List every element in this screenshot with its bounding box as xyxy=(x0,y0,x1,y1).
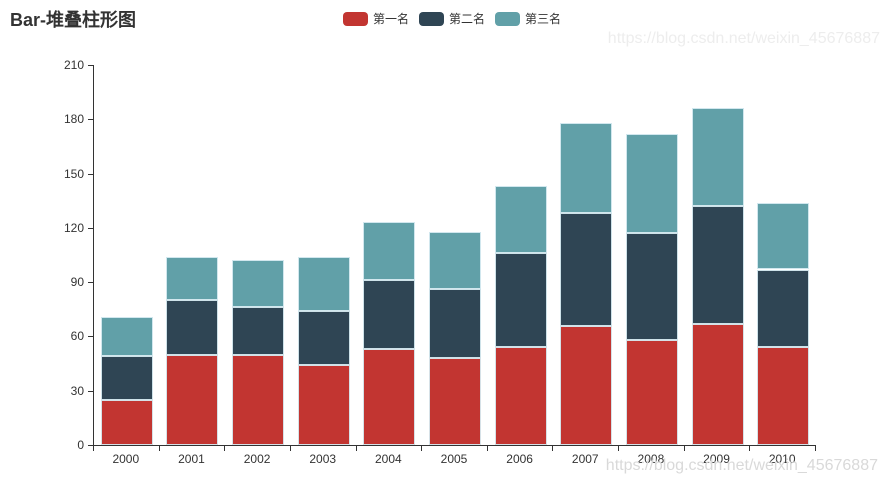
y-axis-tick-label: 30 xyxy=(70,383,84,398)
x-axis-tick-mark xyxy=(158,446,160,451)
bar-2000 xyxy=(100,65,153,445)
bar-segment-第三名-2007[interactable] xyxy=(560,122,613,214)
x-axis-tick-label: 2003 xyxy=(309,452,337,466)
x-axis-tick-mark xyxy=(486,446,488,451)
bar-segment-第二名-2007[interactable] xyxy=(560,213,613,326)
bar-segment-第三名-2009[interactable] xyxy=(691,108,744,207)
bar-2007 xyxy=(560,65,613,445)
legend-label: 第二名 xyxy=(449,12,486,26)
watermark-top: https://blog.csdn.net/weixin_45676887 xyxy=(607,30,880,47)
bar-2008 xyxy=(625,65,678,445)
x-axis-tick-label: 2009 xyxy=(703,452,730,466)
y-axis-tick-mark xyxy=(88,227,93,229)
legend-marker-icon xyxy=(495,11,521,26)
x-axis-tick-mark xyxy=(289,446,291,451)
bar-segment-第二名-2003[interactable] xyxy=(297,311,350,366)
bar-segment-第一名-2003[interactable] xyxy=(297,365,350,445)
bar-segment-第二名-2010[interactable] xyxy=(757,269,810,348)
y-axis-tick-label: 0 xyxy=(77,438,84,452)
x-axis-tick-label: 2002 xyxy=(243,452,271,466)
y-axis-tick-mark xyxy=(88,445,93,446)
x-axis-tick-mark xyxy=(93,446,94,451)
bar-2004 xyxy=(363,65,416,445)
bar-segment-第一名-2001[interactable] xyxy=(166,354,219,445)
x-axis-tick-label: 2007 xyxy=(571,452,599,466)
x-axis-tick-mark xyxy=(552,446,554,451)
x-axis-tick-label: 2001 xyxy=(178,452,205,466)
x-axis-tick-mark xyxy=(815,446,816,451)
bar-segment-第三名-2006[interactable] xyxy=(494,186,547,254)
bar-2009 xyxy=(691,65,744,445)
bar-segment-第一名-2010[interactable] xyxy=(757,347,810,445)
y-axis-tick-mark xyxy=(88,173,93,175)
bar-segment-第一名-2002[interactable] xyxy=(232,354,285,445)
bar-segment-第三名-2004[interactable] xyxy=(363,222,416,281)
bar-segment-第三名-2001[interactable] xyxy=(166,256,219,301)
x-axis-tick-label: 2004 xyxy=(375,452,402,466)
x-axis-tick-label: 2006 xyxy=(506,452,533,466)
y-axis-tick-label: 150 xyxy=(63,166,84,181)
bar-segment-第二名-2004[interactable] xyxy=(363,280,416,350)
x-axis-tick-mark xyxy=(683,446,685,451)
y-axis-tick-mark xyxy=(88,65,93,66)
bar-segment-第二名-2005[interactable] xyxy=(429,289,481,359)
legend-item-第一名[interactable]: 第一名 xyxy=(343,10,409,27)
bar-segment-第三名-2003[interactable] xyxy=(297,256,350,312)
bar-2010 xyxy=(757,65,810,445)
bar-segment-第二名-2002[interactable] xyxy=(232,307,285,355)
y-axis-tick-label: 210 xyxy=(63,58,84,72)
bar-2006 xyxy=(494,65,547,445)
bar-segment-第二名-2008[interactable] xyxy=(625,233,678,341)
x-axis-tick-mark xyxy=(618,446,620,451)
y-axis-tick-mark xyxy=(88,282,93,284)
bar-segment-第三名-2010[interactable] xyxy=(757,202,810,270)
y-axis-tick-label: 90 xyxy=(70,275,84,290)
bar-segment-第二名-2009[interactable] xyxy=(691,206,744,324)
bar-segment-第三名-2008[interactable] xyxy=(625,133,678,234)
legend-item-第二名[interactable]: 第二名 xyxy=(419,10,485,27)
bar-segment-第一名-2004[interactable] xyxy=(363,349,416,445)
legend-label: 第一名 xyxy=(373,12,410,26)
bar-segment-第一名-2008[interactable] xyxy=(625,340,678,445)
bar-segment-第一名-2009[interactable] xyxy=(691,323,744,445)
x-axis-tick-mark xyxy=(421,446,423,451)
legend-marker-icon xyxy=(419,11,445,26)
bar-2001 xyxy=(166,65,219,445)
x-axis-tick-mark xyxy=(749,446,751,451)
y-axis-tick-label: 180 xyxy=(63,112,84,127)
bar-segment-第三名-2002[interactable] xyxy=(232,260,285,308)
y-axis-tick-mark xyxy=(88,119,93,121)
y-axis-tick-label: 120 xyxy=(63,220,84,235)
y-axis-tick-mark xyxy=(88,390,93,392)
bar-segment-第二名-2000[interactable] xyxy=(100,356,153,400)
bar-2005 xyxy=(429,65,481,445)
legend-item-第三名[interactable]: 第三名 xyxy=(495,10,561,27)
bar-2002 xyxy=(232,65,285,445)
x-axis-tick-mark xyxy=(224,446,226,451)
x-axis-tick-label: 2000 xyxy=(112,452,140,466)
plot-area xyxy=(93,65,816,446)
bar-segment-第三名-2005[interactable] xyxy=(429,231,481,290)
bar-segment-第二名-2006[interactable] xyxy=(494,253,547,348)
bar-segment-第三名-2000[interactable] xyxy=(100,316,153,357)
x-axis-tick-label: 2008 xyxy=(637,452,665,466)
bar-2003 xyxy=(297,65,350,445)
bar-segment-第一名-2005[interactable] xyxy=(429,358,481,445)
bar-segment-第一名-2007[interactable] xyxy=(560,325,613,445)
legend-marker-icon xyxy=(343,11,368,26)
x-axis-tick-label: 2005 xyxy=(440,452,468,466)
x-axis-tick-mark xyxy=(355,446,357,451)
bar-segment-第一名-2006[interactable] xyxy=(494,347,547,445)
legend: 第一名 第二名 第三名 xyxy=(343,10,561,27)
legend-label: 第三名 xyxy=(525,12,562,26)
bar-segment-第二名-2001[interactable] xyxy=(166,300,219,355)
y-axis-tick-mark xyxy=(88,336,93,338)
bar-segment-第一名-2000[interactable] xyxy=(100,399,153,445)
y-axis-tick-label: 60 xyxy=(70,329,84,344)
chart-title: Bar-堆叠柱形图 xyxy=(10,10,137,30)
x-axis-tick-label: 2010 xyxy=(768,452,796,466)
